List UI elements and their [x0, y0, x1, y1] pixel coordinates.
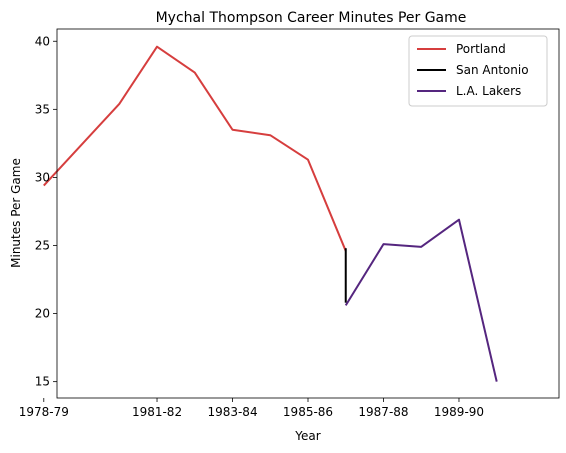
y-axis-label: Minutes Per Game [9, 158, 23, 268]
x-axis-label: Year [294, 429, 320, 443]
x-tick-label: 1981-82 [132, 405, 182, 419]
y-tick-label: 35 [35, 102, 50, 116]
x-tick-label: 1983-84 [207, 405, 257, 419]
y-tick-label: 15 [35, 375, 50, 389]
plot-lines [43, 45, 498, 382]
legend-label-l-a-lakers: L.A. Lakers [456, 84, 521, 98]
y-tick-label: 20 [35, 307, 50, 321]
legend-label-portland: Portland [456, 42, 506, 56]
x-axis: 1978-79 1981-82 1983-84 1985-86 1987-88 1989-… [19, 398, 484, 419]
y-tick-label: 40 [35, 34, 50, 48]
x-tick-label: 1978-79 [19, 405, 69, 419]
y-tick-label: 25 [35, 238, 50, 252]
y-tick-label: 30 [35, 170, 50, 184]
y-axis: 15 20 25 30 35 40 [35, 34, 57, 389]
x-tick-label: 1985-86 [283, 405, 333, 419]
legend-frame [408, 35, 548, 107]
series-line-l-a-lakers [344, 218, 498, 382]
x-tick-label: 1987-88 [358, 405, 408, 419]
x-tick-label: 1989-90 [434, 405, 484, 419]
legend: Portland San Antonio L.A. Lakers [408, 35, 548, 107]
chart-title: Mychal Thompson Career Minutes Per Game [156, 10, 467, 26]
legend-label-san-antonio: San Antonio [456, 63, 529, 77]
series-line-portland [43, 45, 347, 252]
